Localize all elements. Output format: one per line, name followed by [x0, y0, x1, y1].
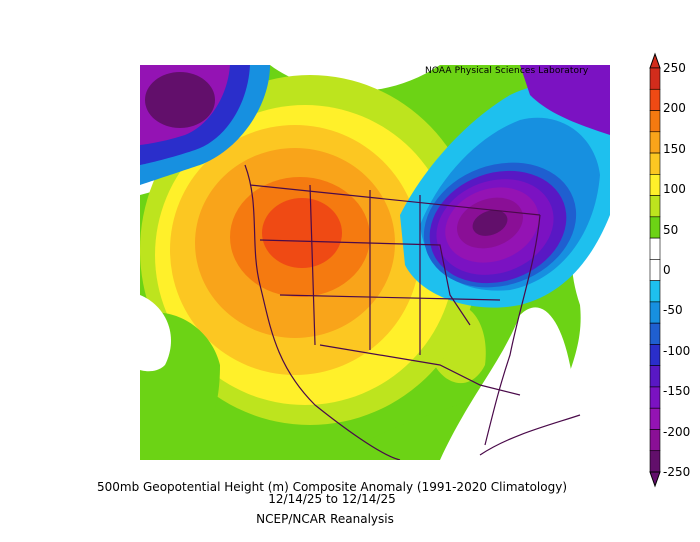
colorbar-swatch — [649, 237, 661, 260]
east-coast-line — [484, 214, 541, 446]
colorbar-tick-label: 250 — [663, 61, 686, 75]
colorbar-tick-label: 0 — [663, 263, 671, 277]
colorbar-swatch — [649, 322, 661, 345]
colorbar-swatch — [649, 259, 661, 281]
west-coast-line — [244, 164, 401, 460]
colorbar-swatch — [649, 344, 661, 366]
caption-source: NCEP/NCAR Reanalysis — [256, 512, 394, 526]
caption-title: 500mb Geopotential Height (m) Composite … — [96, 480, 567, 494]
colorbar-swatch — [649, 88, 661, 111]
colorbar-swatch — [649, 174, 661, 196]
colorbar-swatch — [649, 429, 661, 452]
state-boundaries-c — [279, 294, 501, 301]
colorbar-swatch — [649, 386, 661, 409]
colorbar-swatch — [649, 280, 661, 303]
colorbar-tick-label: 200 — [663, 101, 686, 116]
trough-center — [472, 210, 508, 236]
colorbar-tick-label: 150 — [663, 141, 686, 156]
caption-dates: 12/14/25 to 12/14/25 — [268, 492, 396, 506]
low-center — [145, 72, 215, 128]
colorbar-tick-label: -200 — [663, 424, 691, 439]
colorbar-swatch — [649, 216, 661, 239]
colorbar-tick-label: -250 — [663, 465, 691, 479]
colorbar-swatch — [649, 131, 661, 154]
trough-lobe-northeast — [520, 65, 610, 135]
colorbar-swatch — [649, 301, 661, 324]
colorbar-tick-label: 50 — [663, 222, 679, 237]
colorbar-swatch — [649, 450, 661, 473]
colorbar-swatch — [649, 195, 661, 218]
caribbean-line — [479, 414, 581, 456]
credit-text: NOAA Physical Sciences Laboratory — [425, 66, 589, 76]
colorbar-bottom-arrow — [649, 471, 661, 488]
map-borders — [244, 164, 581, 460]
zero-band-pacific — [140, 295, 171, 372]
anomaly-map-svg — [140, 65, 610, 460]
anomaly-map — [140, 65, 610, 460]
colorbar-swatch — [649, 67, 661, 90]
colorbar-tick-label: -150 — [663, 384, 691, 399]
colorbar-swatch — [649, 152, 661, 175]
colorbar-swatch — [649, 407, 661, 430]
colorbar-top-arrow — [649, 52, 661, 69]
colorbar-tick-label: -50 — [663, 303, 683, 318]
colorbar-swatch — [649, 365, 661, 388]
ridge-contour-150 — [262, 198, 342, 268]
canada-us-border — [249, 184, 541, 216]
zero-band-gulf — [440, 307, 573, 460]
colorbar-swatch — [649, 110, 661, 133]
colorbar-tick-label: -100 — [663, 343, 691, 358]
state-boundaries-a — [259, 239, 471, 326]
state-boundaries-b — [309, 184, 421, 355]
colorbar — [649, 52, 661, 488]
colorbar-tick-label: 100 — [663, 182, 686, 197]
